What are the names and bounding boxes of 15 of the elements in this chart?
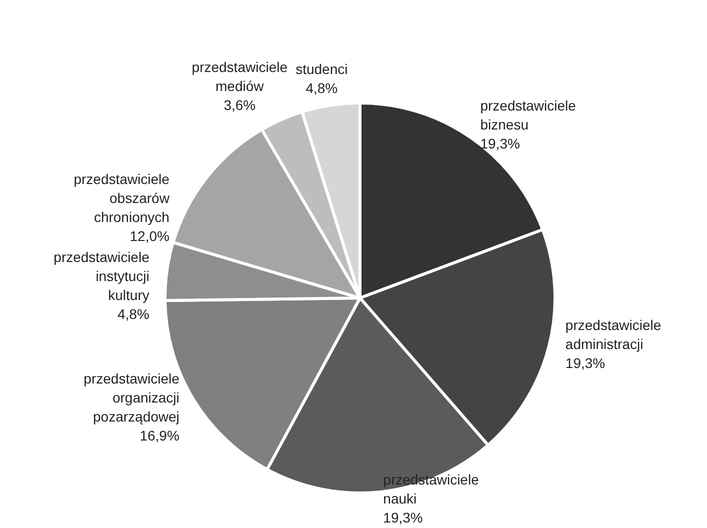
data-label: 19,3%	[565, 355, 606, 372]
slice-label: przedstawiciele mediów	[192, 59, 288, 94]
slice-label: przedstawiciele biznesu	[480, 98, 576, 133]
slice-label: przedstawiciele organizacji pozarządowej	[84, 370, 180, 425]
data-label: 4,8%	[117, 306, 150, 322]
data-label: 4,8%	[306, 80, 338, 96]
data-label: 19,3%	[383, 510, 423, 526]
data-label: 16,9%	[140, 428, 180, 444]
slice-label: przedstawiciele obszarów chronionych	[74, 170, 170, 225]
slice-label: przedstawiciele administracji	[565, 317, 662, 352]
slice-label: studenci	[296, 61, 348, 78]
data-label: 3,6%	[224, 97, 256, 114]
data-label: 19,3%	[480, 136, 520, 152]
slice-label: przedstawiciele instytucji kultury	[54, 248, 150, 303]
data-label: 12,0%	[130, 228, 170, 244]
